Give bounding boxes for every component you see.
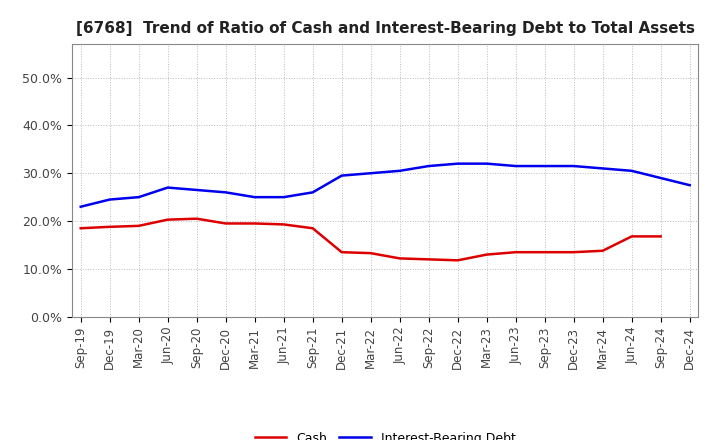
Interest-Bearing Debt [511,163,520,169]
Cash [657,234,665,239]
Cash [511,249,520,255]
Cash [454,258,462,263]
Interest-Bearing Debt [395,168,404,173]
Interest-Bearing Debt [105,197,114,202]
Title: [6768]  Trend of Ratio of Cash and Interest-Bearing Debt to Total Assets: [6768] Trend of Ratio of Cash and Intere… [76,21,695,36]
Interest-Bearing Debt [424,163,433,169]
Legend: Cash, Interest-Bearing Debt: Cash, Interest-Bearing Debt [250,427,521,440]
Cash [338,249,346,255]
Interest-Bearing Debt [192,187,201,193]
Interest-Bearing Debt [685,183,694,188]
Interest-Bearing Debt [251,194,259,200]
Cash [570,249,578,255]
Cash [541,249,549,255]
Interest-Bearing Debt [308,190,317,195]
Interest-Bearing Debt [76,204,85,209]
Cash [424,257,433,262]
Interest-Bearing Debt [570,163,578,169]
Interest-Bearing Debt [338,173,346,178]
Interest-Bearing Debt [482,161,491,166]
Interest-Bearing Debt [627,168,636,173]
Interest-Bearing Debt [135,194,143,200]
Interest-Bearing Debt [598,166,607,171]
Cash [482,252,491,257]
Cash [76,226,85,231]
Cash [221,221,230,226]
Cash [308,226,317,231]
Cash [598,248,607,253]
Cash [366,250,375,256]
Cash [251,221,259,226]
Interest-Bearing Debt [163,185,172,190]
Cash [192,216,201,221]
Interest-Bearing Debt [657,176,665,181]
Interest-Bearing Debt [366,171,375,176]
Cash [135,223,143,228]
Cash [163,217,172,222]
Cash [395,256,404,261]
Interest-Bearing Debt [221,190,230,195]
Cash [105,224,114,230]
Line: Cash: Cash [81,219,661,260]
Cash [627,234,636,239]
Interest-Bearing Debt [541,163,549,169]
Interest-Bearing Debt [279,194,288,200]
Line: Interest-Bearing Debt: Interest-Bearing Debt [81,164,690,207]
Interest-Bearing Debt [454,161,462,166]
Cash [279,222,288,227]
